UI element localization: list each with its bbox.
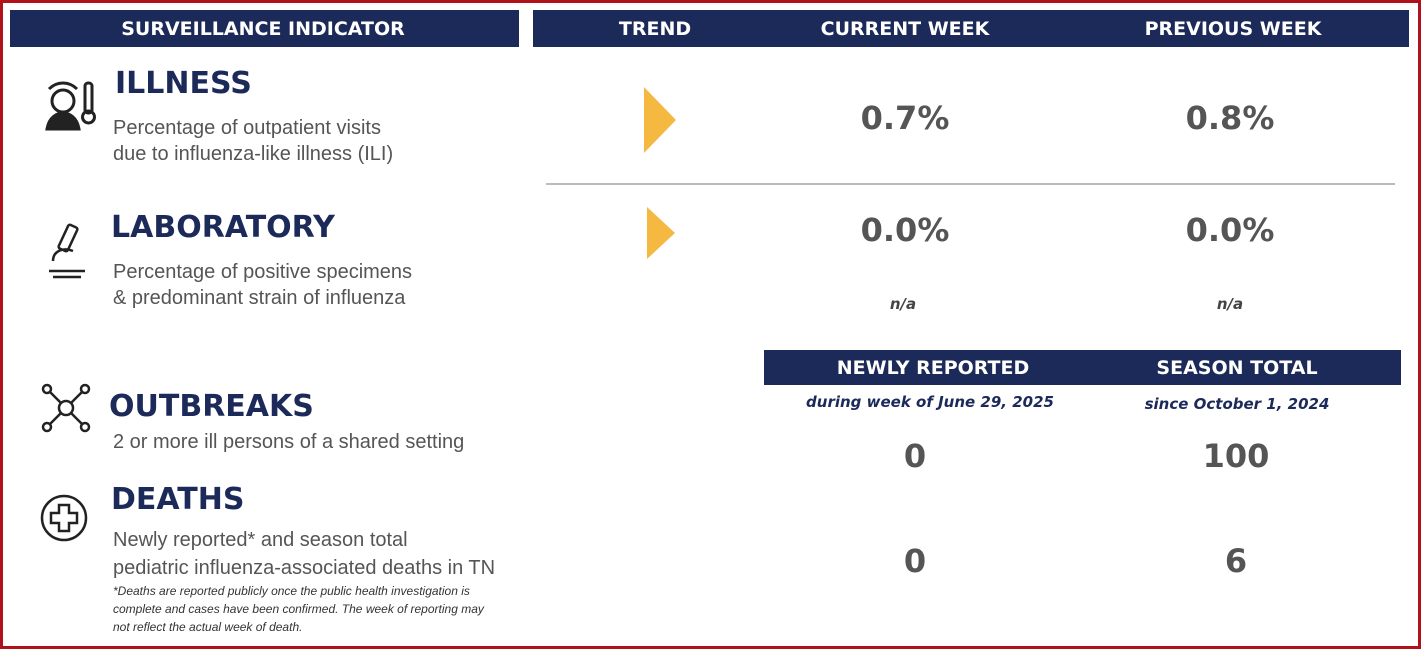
header-label: NEWLY REPORTED bbox=[836, 357, 1030, 379]
indicator-description: 2 or more ill persons of a shared settin… bbox=[113, 431, 465, 453]
header-label: TREND bbox=[618, 18, 692, 40]
header-subtitle: since October 1, 2024 bbox=[1144, 395, 1330, 413]
header-bar bbox=[764, 350, 1401, 385]
newly-value: 0 bbox=[903, 437, 927, 475]
season-value: 100 bbox=[1202, 437, 1270, 475]
previous-value: 0.8% bbox=[1185, 99, 1275, 137]
previous-strain: n/a bbox=[1216, 295, 1244, 313]
header-label: PREVIOUS WEEK bbox=[1144, 18, 1322, 40]
header-label: CURRENT WEEK bbox=[820, 18, 990, 40]
season-value: 6 bbox=[1224, 542, 1248, 580]
indicator-description: due to influenza-like illness (ILI) bbox=[113, 143, 394, 165]
current-value: 0.0% bbox=[860, 211, 950, 249]
trend-arrow bbox=[647, 207, 675, 259]
header-bar bbox=[533, 10, 1409, 47]
indicator-description: Newly reported* and season total bbox=[113, 529, 408, 551]
illness-icon bbox=[45, 81, 96, 131]
laboratory-icon bbox=[49, 223, 85, 279]
indicator-title: DEATHS bbox=[111, 482, 245, 517]
indicator-description: Percentage of positive specimens bbox=[113, 261, 413, 283]
indicator-title: LABORATORY bbox=[111, 210, 335, 245]
footnote: not reflect the actual week of death. bbox=[113, 620, 303, 634]
indicator-description: Percentage of outpatient visits bbox=[113, 117, 381, 139]
footnote: complete and cases have been confirmed. … bbox=[113, 602, 484, 616]
current-strain: n/a bbox=[889, 295, 917, 313]
header-label: SURVEILLANCE INDICATOR bbox=[121, 18, 405, 40]
divider bbox=[546, 183, 1395, 185]
indicator-description: pediatric influenza-associated deaths in… bbox=[113, 557, 496, 579]
indicator-title: OUTBREAKS bbox=[109, 389, 314, 424]
indicator-title: ILLNESS bbox=[115, 66, 252, 101]
header-label: SEASON TOTAL bbox=[1156, 357, 1318, 379]
footnote: *Deaths are reported publicly once the p… bbox=[113, 584, 470, 598]
deaths-icon bbox=[40, 494, 88, 542]
outbreaks-icon bbox=[41, 383, 91, 433]
current-value: 0.7% bbox=[860, 99, 950, 137]
indicator-description: & predominant strain of influenza bbox=[113, 287, 406, 309]
previous-value: 0.0% bbox=[1185, 211, 1275, 249]
newly-value: 0 bbox=[903, 542, 927, 580]
header-subtitle: during week of June 29, 2025 bbox=[806, 393, 1054, 411]
trend-arrow bbox=[644, 87, 676, 153]
header-bar bbox=[10, 10, 519, 47]
